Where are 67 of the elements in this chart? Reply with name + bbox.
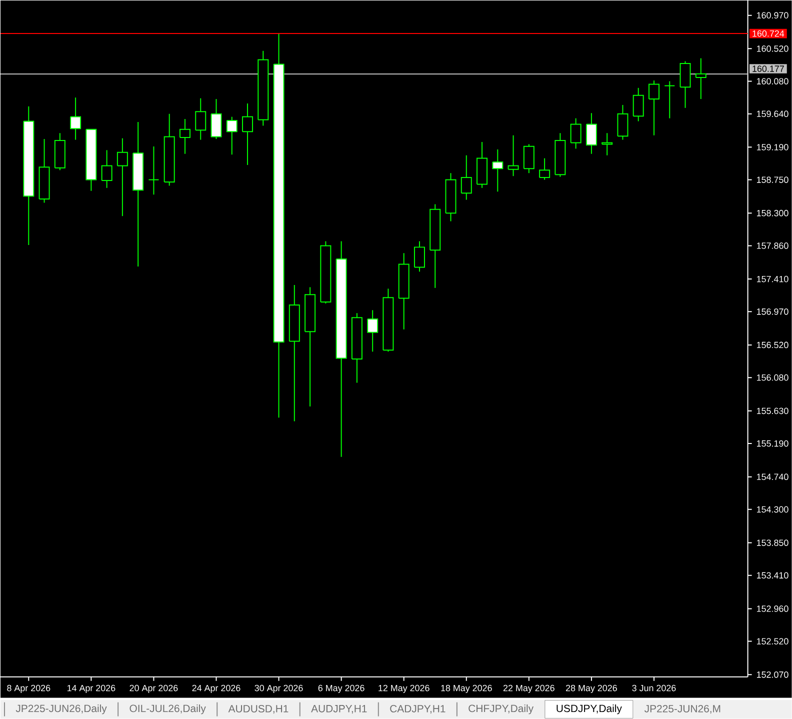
text: JP225-JUN26,M	[644, 705, 720, 714]
y-tick-label: 153.410	[756, 572, 788, 579]
candlestick	[523, 144, 534, 174]
candlestick	[367, 310, 378, 352]
text: AUDJPY,H1	[311, 705, 367, 714]
candlestick	[617, 104, 628, 140]
candlestick	[586, 112, 597, 154]
y-tick-label: 158.750	[756, 176, 788, 184]
y-tick-label: 159.190	[756, 144, 788, 150]
ref-line-label: 160.177	[752, 66, 784, 72]
y-tick-label: 152.070	[756, 672, 788, 678]
candlestick	[648, 80, 660, 136]
y-tick-label: 157.410	[756, 276, 788, 282]
x-tick-label: 20 Apr 2026	[130, 684, 178, 694]
y-tick-label: 155.630	[756, 408, 788, 414]
candlestick	[664, 80, 676, 119]
y-tick-label: 156.080	[756, 374, 788, 381]
ref-line-label: 160.724	[752, 30, 784, 37]
y-tick-label: 154.300	[756, 506, 788, 513]
candlestick	[242, 103, 254, 166]
candlestick	[195, 98, 206, 140]
text: USDJPY,Daily	[556, 704, 622, 714]
x-tick-label: 30 Apr 2026	[254, 684, 303, 694]
candlestick	[508, 134, 519, 177]
candlestick	[539, 158, 550, 180]
x-tick-label: 28 May 2026	[566, 684, 617, 694]
text: AUDUSD,H1	[228, 705, 288, 714]
y-tick-label: 152.520	[756, 638, 788, 645]
x-tick-label: 24 Apr 2026	[192, 684, 240, 694]
y-tick-label: 154.740	[756, 474, 788, 480]
x-tick-label: 8 Apr 2026	[7, 684, 50, 694]
candlestick	[695, 58, 706, 100]
candlestick	[70, 97, 82, 140]
candlestick	[116, 138, 128, 217]
x-tick-label: 22 May 2026	[503, 684, 554, 694]
candlestick	[680, 60, 691, 109]
text: JP225-JUN26,Daily	[16, 704, 107, 714]
y-tick-label: 158.300	[756, 210, 788, 216]
text: OIL-JUL26,Daily	[130, 704, 206, 714]
y-tick-label: 160.080	[756, 78, 788, 85]
candlestick	[226, 116, 238, 156]
candlestick	[570, 118, 582, 150]
candlestick	[179, 118, 190, 154]
x-tick-label: 12 May 2026	[378, 684, 430, 694]
x-tick-label: 18 May 2026	[441, 684, 492, 694]
y-tick-label: 159.640	[756, 110, 788, 118]
y-tick-label: 160.520	[756, 46, 788, 52]
candlestick	[460, 154, 472, 200]
y-tick-label: 156.970	[756, 308, 788, 315]
y-tick-label: 160.970	[756, 12, 788, 19]
y-tick-label: 153.850	[756, 540, 788, 546]
x-tick-label: 14 Apr 2026	[67, 684, 116, 694]
text: CADJPY,H1	[390, 705, 446, 714]
candlestick	[414, 240, 425, 272]
x-tick-label: 6 May 2026	[318, 684, 364, 694]
y-tick-label: 155.190	[756, 440, 788, 447]
x-tick-label: 3 Jun 2026	[632, 684, 676, 692]
candlestick	[101, 150, 112, 189]
candlestick	[602, 132, 613, 156]
candlestick	[632, 88, 644, 122]
candlestick	[492, 148, 504, 192]
y-tick-label: 156.520	[756, 342, 788, 348]
candlestick	[210, 98, 222, 140]
y-tick-label: 157.860	[756, 242, 788, 249]
candlestick	[148, 146, 160, 196]
text: CHFJPY,Daily	[468, 704, 534, 714]
y-tick-label: 152.960	[756, 606, 788, 612]
